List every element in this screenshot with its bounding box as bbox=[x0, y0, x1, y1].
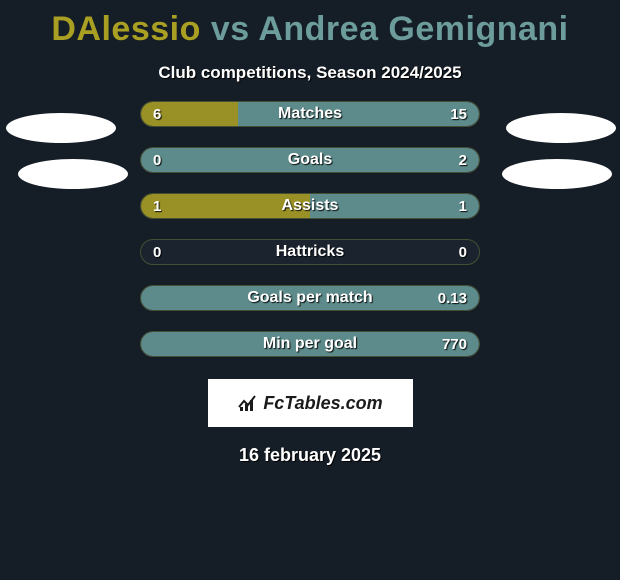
stat-row: Matches6 15 bbox=[140, 101, 480, 127]
player2-name: Andrea Gemignani bbox=[258, 10, 568, 48]
stat-bars-container: Matches615Goals02Assists11Hattricks00Goa… bbox=[140, 101, 480, 377]
stat-row: Goals per match0.13 bbox=[140, 285, 480, 311]
stat-value-right: 2 bbox=[459, 148, 467, 172]
stat-value-left: 0 bbox=[153, 148, 161, 172]
branding-text: FcTables.com bbox=[263, 393, 382, 414]
stat-label: Matches bbox=[141, 102, 479, 126]
stat-value-left: 1 bbox=[153, 194, 161, 218]
stat-value-right: 15 bbox=[450, 102, 467, 126]
player1-badge-placeholder bbox=[6, 113, 116, 143]
stat-value-right: 770 bbox=[442, 332, 467, 356]
date-line: 16 february 2025 bbox=[0, 445, 620, 466]
branding-box: FcTables.com bbox=[208, 379, 413, 427]
stat-label: Goals per match bbox=[141, 286, 479, 310]
stat-row: Assists1 1 bbox=[140, 193, 480, 219]
stat-row: Goals0 2 bbox=[140, 147, 480, 173]
stat-row: Min per goal770 bbox=[140, 331, 480, 357]
stat-label: Hattricks bbox=[141, 240, 479, 264]
subtitle: Club competitions, Season 2024/2025 bbox=[0, 63, 620, 83]
stats-chart: Matches615Goals02Assists11Hattricks00Goa… bbox=[0, 101, 620, 371]
player1-flag-placeholder bbox=[18, 159, 128, 189]
stat-value-left: 6 bbox=[153, 102, 161, 126]
stat-value-left: 0 bbox=[153, 240, 161, 264]
stat-value-right: 1 bbox=[459, 194, 467, 218]
stat-value-right: 0.13 bbox=[438, 286, 467, 310]
player1-name: DAlessio bbox=[51, 10, 201, 48]
vs-separator: vs bbox=[211, 10, 250, 48]
comparison-title: DAlessio vs Andrea Gemignani bbox=[0, 0, 620, 49]
player2-badge-placeholder bbox=[506, 113, 616, 143]
stat-value-right: 0 bbox=[459, 240, 467, 264]
stat-label: Min per goal bbox=[141, 332, 479, 356]
stat-label: Goals bbox=[141, 148, 479, 172]
chart-icon bbox=[237, 393, 257, 413]
player2-flag-placeholder bbox=[502, 159, 612, 189]
stat-label: Assists bbox=[141, 194, 479, 218]
stat-row: Hattricks0 0 bbox=[140, 239, 480, 265]
